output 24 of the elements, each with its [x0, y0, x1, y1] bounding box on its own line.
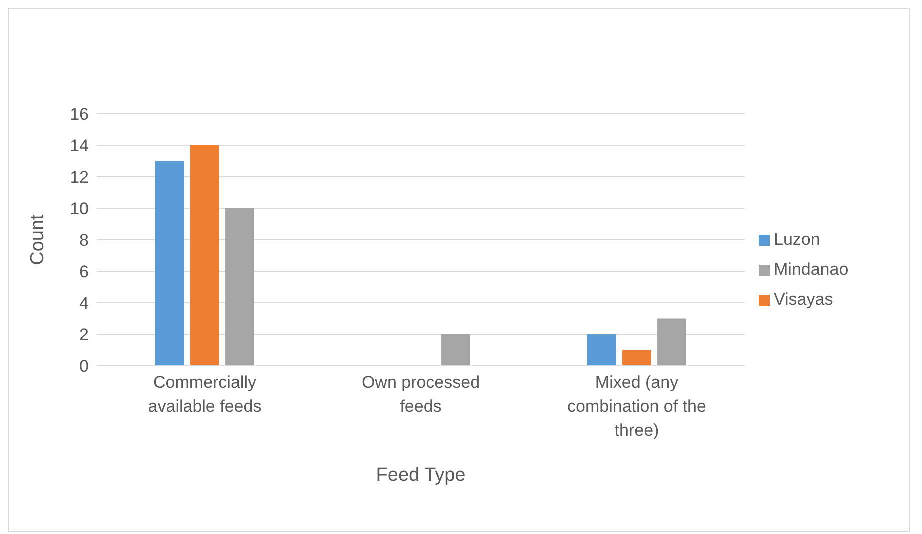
- bar: [657, 318, 686, 366]
- y-tick-label: 16: [70, 105, 89, 124]
- bar: [441, 334, 470, 366]
- x-axis-title: Feed Type: [376, 465, 466, 486]
- bar: [155, 161, 184, 366]
- legend-label: Mindanao: [774, 260, 849, 279]
- y-tick-label: 14: [70, 136, 89, 156]
- bar: [622, 350, 652, 366]
- x-tick-label: Mixed (any combination of the three): [568, 373, 706, 440]
- y-tick-label: 10: [70, 200, 89, 219]
- legend-label: Visayas: [774, 290, 834, 309]
- y-tick-label: 0: [80, 357, 89, 376]
- bar: [190, 146, 220, 366]
- y-tick-label: 6: [80, 262, 89, 282]
- y-tick-label: 4: [80, 294, 89, 314]
- y-axis-title: Count: [28, 214, 49, 266]
- x-tick-label: Own processed feeds: [362, 373, 480, 416]
- x-tick-label: Commercially available feeds: [148, 373, 262, 416]
- legend-label: Luzon: [774, 230, 820, 249]
- y-tick-label: 2: [80, 326, 89, 345]
- bar: [225, 208, 254, 366]
- bar: [587, 334, 616, 366]
- y-tick-label: 12: [70, 168, 89, 188]
- y-tick-label: 8: [80, 231, 89, 250]
